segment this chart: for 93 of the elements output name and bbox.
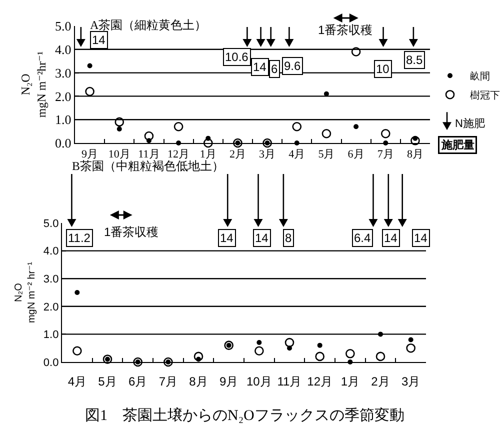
annotation: 8.5 (406, 53, 424, 67)
point (324, 91, 329, 96)
point (203, 138, 213, 148)
point (376, 352, 386, 362)
y-axis-title: N₂O mgN m⁻² hr⁻¹ (13, 261, 38, 324)
point (317, 342, 322, 348)
x-tick-label: 12月 (307, 374, 333, 388)
point (114, 117, 124, 127)
x-tick-label: 9月 (82, 148, 98, 160)
y-tick-label: 4.0 (43, 246, 59, 258)
x-tick-label: 2月 (371, 374, 390, 388)
point (322, 128, 332, 138)
point (72, 346, 82, 356)
point (315, 352, 324, 362)
y-axis-title: N₂O mgN m⁻²hr⁻¹ (18, 51, 48, 118)
x-tick-label: 7月 (158, 374, 178, 388)
x-tick-label: 10月 (108, 148, 130, 160)
annotation: 8 (285, 231, 292, 245)
x-tick-label: 5月 (98, 374, 117, 388)
y-tick-label: 1.0 (43, 329, 59, 342)
point (406, 343, 416, 353)
x-tick-label: 11月 (277, 374, 302, 388)
annotation: 1番茶収穫 (318, 23, 373, 37)
x-tick-label: 3月 (259, 148, 276, 160)
x-tick-label: 9月 (219, 374, 238, 388)
annotation: 11.2 (68, 231, 91, 245)
annotation: 10.6 (225, 50, 249, 64)
point (254, 346, 264, 356)
text: 施肥量 (440, 138, 474, 152)
x-tick-label: 5月 (318, 148, 335, 160)
point (351, 47, 361, 56)
point (102, 354, 112, 364)
point (133, 357, 142, 367)
y-tick-label: 2.0 (55, 88, 72, 104)
y-tick-label: 0.0 (55, 136, 72, 151)
point (346, 349, 355, 358)
point (408, 337, 414, 342)
y-tick-label: 0.0 (43, 356, 59, 369)
x-tick-label: 4月 (68, 374, 87, 388)
point (354, 124, 359, 130)
y-tick-label: 3.0 (43, 273, 59, 286)
annotation: 6 (271, 62, 278, 76)
point (410, 136, 420, 146)
point (233, 138, 242, 148)
y-tick-label: 2.0 (43, 301, 59, 314)
annotation: 14 (253, 60, 267, 74)
annotation: 14 (384, 231, 398, 245)
x-tick-label: 8月 (406, 148, 424, 160)
x-tick-label: 7月 (377, 148, 394, 160)
y-tick-label: 1.0 (55, 112, 72, 128)
x-tick-label: 4月 (288, 148, 306, 160)
text: N施肥 (455, 117, 485, 130)
point (144, 131, 154, 141)
legend-label: 樹冠下 (470, 90, 500, 102)
point (378, 332, 383, 337)
x-tick-label: 1月 (340, 374, 360, 388)
point (292, 122, 302, 132)
y-tick-label: 5.0 (43, 218, 59, 230)
annotation: 14 (414, 231, 428, 245)
annotation: 1番茶収穫 (104, 225, 159, 239)
x-tick-label: 6月 (348, 148, 364, 160)
x-tick-label: 8月 (189, 374, 208, 388)
x-tick-label: 6月 (128, 374, 148, 388)
point (85, 86, 94, 96)
point (116, 126, 122, 132)
x-tick-label: 11月 (138, 148, 160, 160)
point (256, 340, 262, 346)
legend-label: 畝間 (470, 70, 490, 82)
x-tick-label: 3月 (401, 374, 420, 388)
point (284, 338, 294, 348)
annotation: 6.4 (354, 231, 372, 245)
annotation: 9.6 (284, 59, 302, 73)
annotation: 14 (255, 231, 269, 245)
point (87, 63, 92, 68)
y-tick-label: 5.0 (55, 18, 72, 34)
point (174, 122, 184, 132)
x-tick-label: 1月 (200, 148, 216, 160)
point (194, 352, 204, 362)
annotation: 14 (220, 231, 234, 245)
annotation: 10 (376, 62, 390, 76)
chart-title: B茶園（中粗粒褐色低地土） (72, 159, 224, 174)
point (74, 290, 80, 295)
annotation: 14 (92, 33, 106, 47)
chart-title: A茶園（細粒黄色土） (90, 18, 207, 32)
x-tick-label: 12月 (168, 148, 190, 160)
x-tick-label: 10月 (246, 374, 272, 388)
caption: 図1 茶園土壌からのN₂Oフラックスの季節変動 (85, 407, 404, 424)
point (164, 357, 173, 367)
point (262, 138, 272, 148)
point (380, 128, 390, 138)
x-tick-label: 2月 (229, 148, 246, 160)
y-tick-label: 3.0 (55, 65, 72, 80)
y-tick-label: 4.0 (55, 42, 72, 57)
